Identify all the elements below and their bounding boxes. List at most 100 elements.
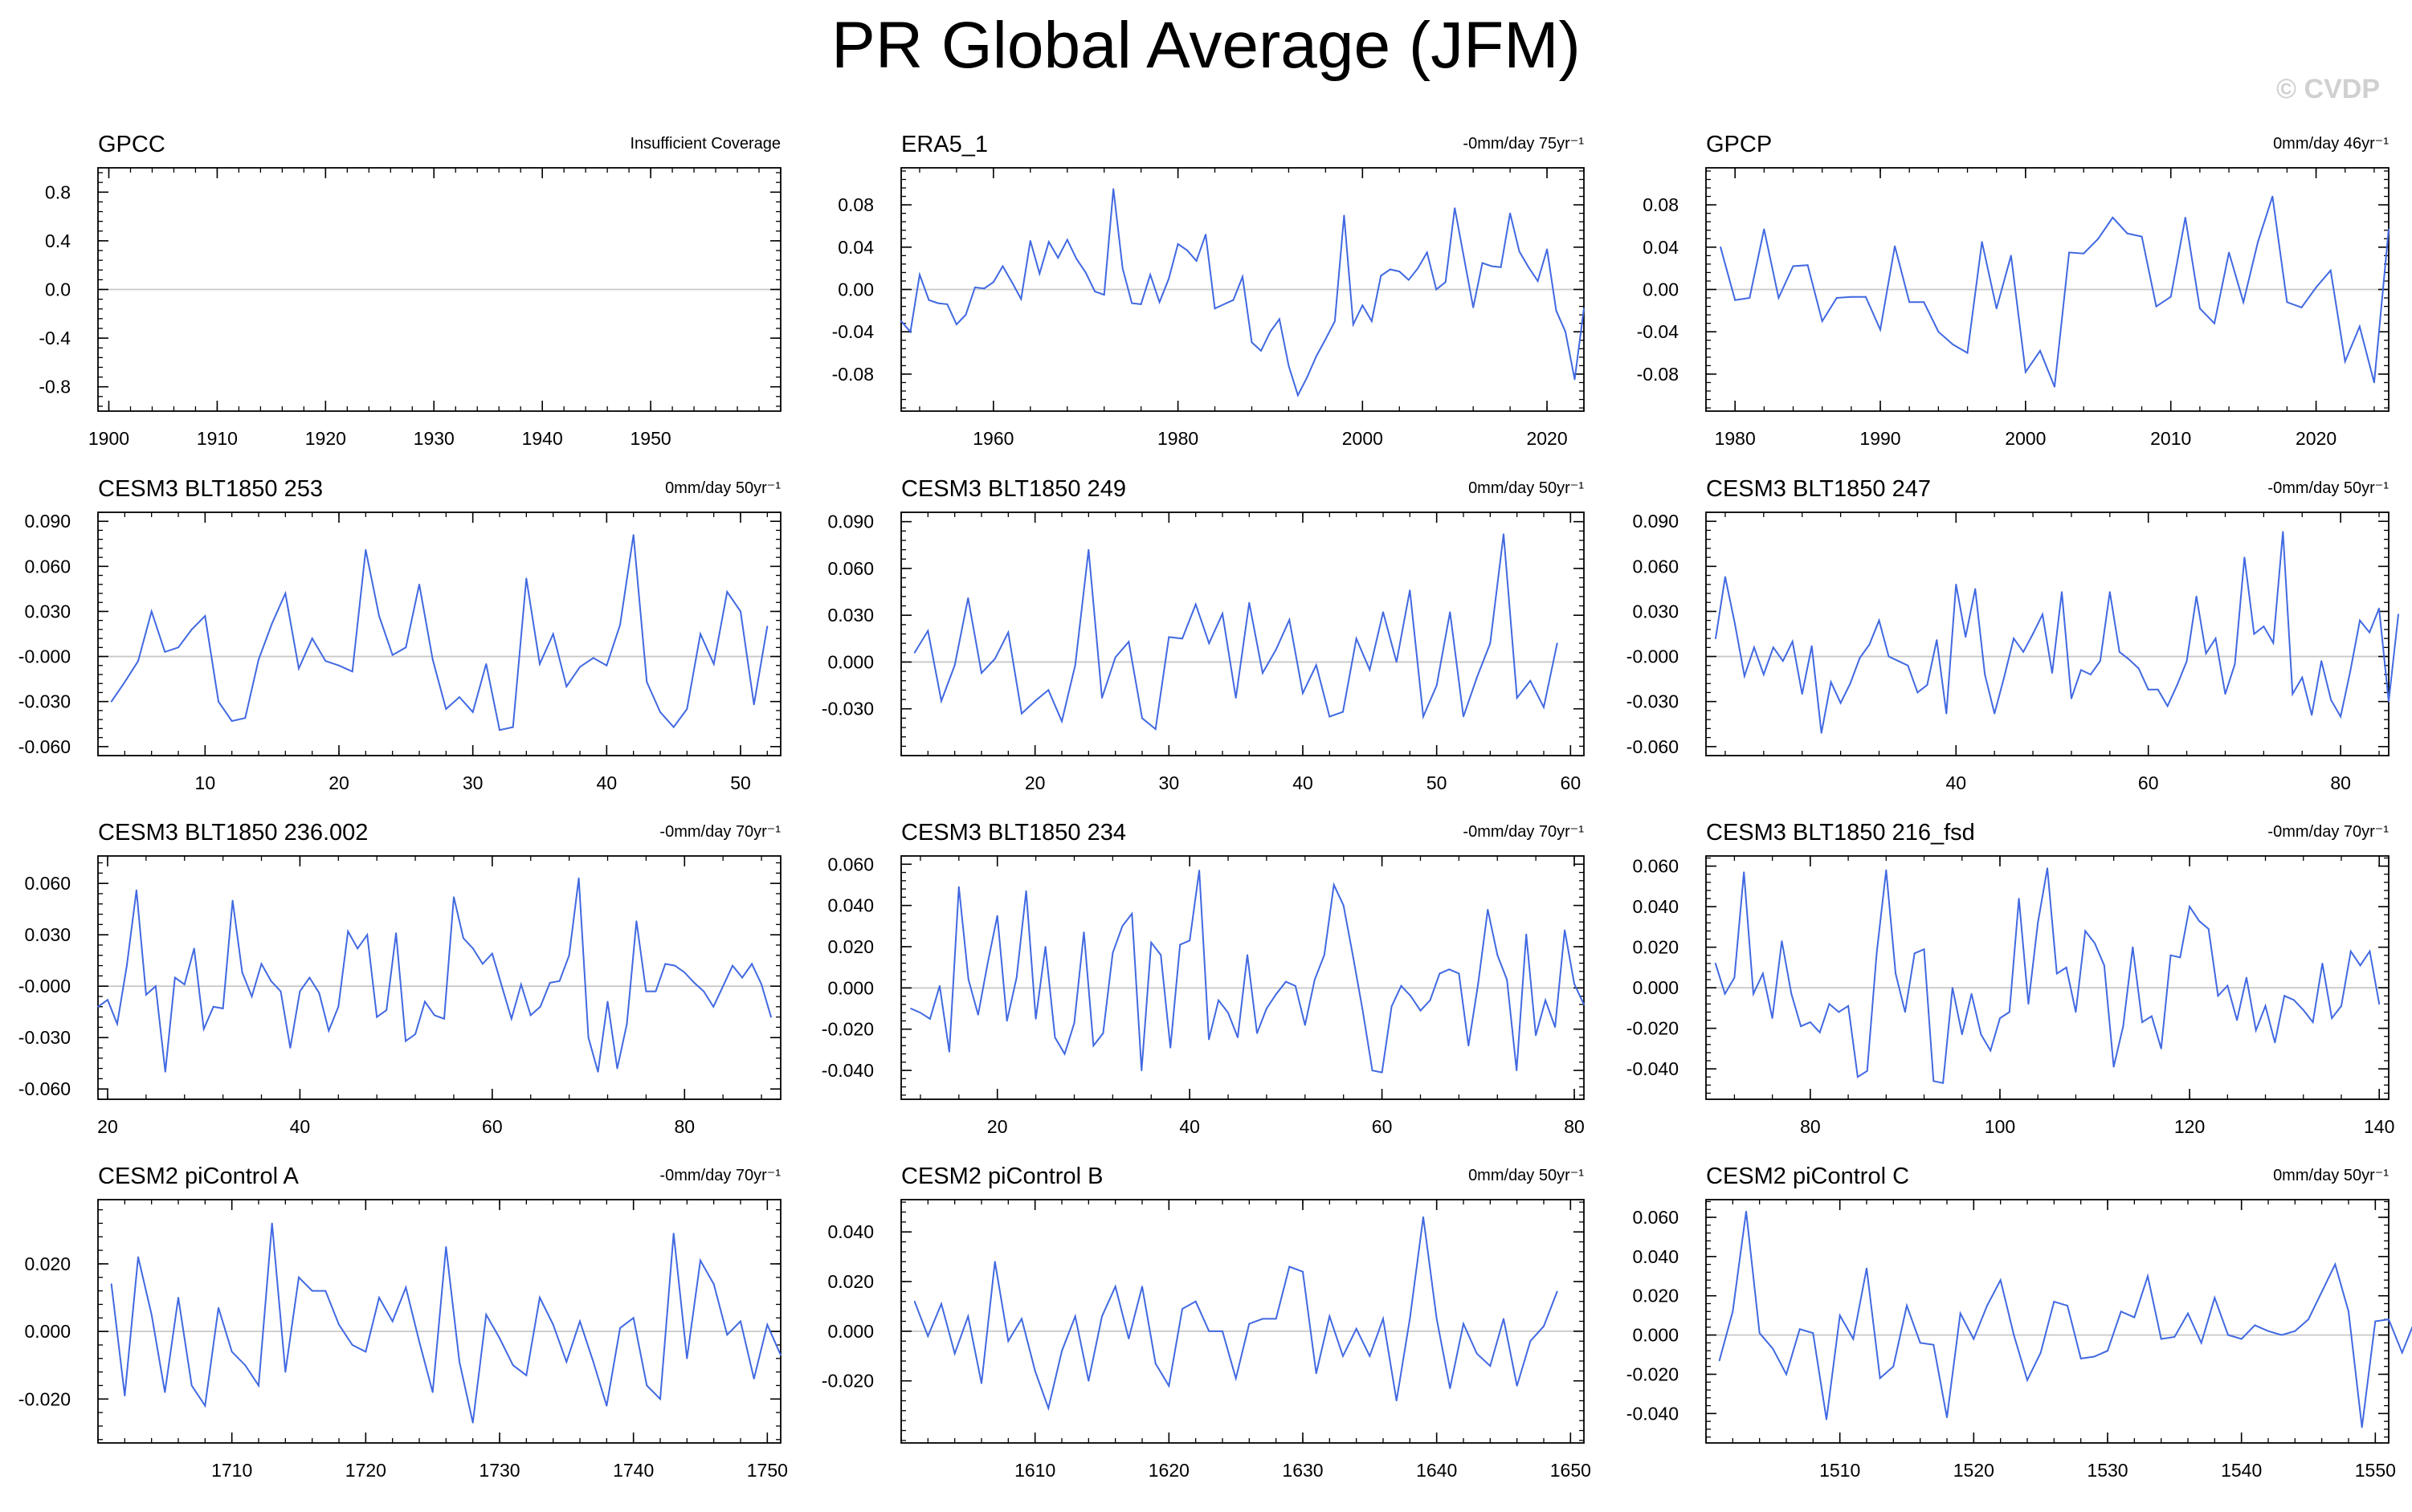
panel-8: CESM3 BLT1850 216_fsd -0mm/day 70yr⁻¹ -0.0… [1626,820,2395,1137]
data-point [1444,281,1447,283]
data-point [190,629,193,630]
data-point [1448,968,1451,971]
data-point [981,1382,982,1384]
data-point [1333,884,1335,886]
data-point [1044,946,1047,948]
panel-title: CESM3 BLT1850 216_fsd [1706,820,1975,846]
data-point [405,1040,406,1042]
data-point [2280,1334,2283,1336]
y-tick-label: -0.04 [1637,321,1679,342]
data-point [726,1334,728,1336]
data-point [539,663,541,665]
data-point [1035,1018,1037,1020]
data-point [1859,657,1861,659]
data-point [2267,1330,2269,1332]
data-point [395,932,397,934]
data-point [271,1222,273,1225]
y-tick-label: -0.020 [822,1371,874,1392]
data-point [1481,262,1484,264]
y-tick-label: 0.060 [1632,856,1679,877]
y-tick-label: 0.00 [1643,279,1679,300]
data-point [2331,1017,2333,1019]
data-point [190,1384,193,1387]
data-point [386,1009,388,1011]
data-point [311,638,313,639]
data-point [1906,1305,1908,1306]
data-point [1218,999,1219,1001]
data-point [2079,1358,2082,1359]
data-point [2093,1355,2096,1358]
data-point [579,1320,581,1322]
data-point [1429,999,1431,1001]
data-point [1047,689,1050,691]
trend-label: -0mm/day 70yr⁻¹ [1463,823,1584,841]
data-point [927,630,929,632]
x-tick-label: 2000 [2005,428,2046,449]
data-point [1875,952,1878,955]
data-point [2080,669,2082,671]
x-tick-label: 80 [1564,1116,1585,1137]
data-point [1554,1026,1556,1028]
data-point [659,1398,661,1400]
data-point [2099,660,2101,662]
data-point [967,1315,969,1318]
data-point [1235,1377,1237,1380]
data-point [1160,954,1162,956]
panel-10: CESM2 piControl B 0mm/day 50yr⁻¹ -0.020 0.0… [822,1164,1591,1481]
x-tick-label: 50 [1426,772,1447,793]
data-point [418,583,420,585]
data-point [986,962,989,964]
data-point [632,1317,635,1319]
x-tick-label: 40 [1292,772,1313,793]
data-point [1839,702,1842,704]
y-tick-label: 0.040 [1632,896,1679,917]
data-point [592,657,594,659]
x-tick-label: 120 [2174,1116,2205,1137]
data-point [378,615,380,617]
data-point [2283,995,2286,997]
data-point [1771,1017,1773,1019]
data-point [928,299,930,301]
data-point [298,1276,300,1278]
y-tick-label: -0.08 [832,364,874,385]
data-point [1355,1327,1357,1330]
data-point [2349,950,2352,952]
data-point [150,610,153,613]
x-tick-label: 80 [674,1116,695,1137]
series-line [1720,196,2390,388]
data-point [2294,1330,2296,1332]
y-tick-label: 0.8 [45,181,71,202]
data-point [1970,992,1973,995]
data-point [2301,676,2304,679]
data-point [2358,325,2361,328]
y-tick-label: -0.030 [1626,691,1679,712]
plot-frame [97,511,782,756]
data-point [2199,308,2201,310]
data-point [2308,1318,2309,1320]
data-point [1380,275,1382,277]
data-point [1083,931,1085,933]
data-point [941,700,942,702]
data-point [1422,715,1424,718]
y-tick-label: -0.040 [822,1060,874,1081]
data-point [565,686,568,687]
data-point [1407,279,1410,281]
y-tick-label: 0.030 [827,605,874,626]
data-point [1101,1315,1103,1318]
data-point [2257,241,2259,243]
data-point [1555,309,1557,312]
data-point [983,287,986,290]
data-point [929,1018,931,1020]
data-point [434,1014,435,1017]
data-point [1543,706,1545,708]
panel-title: GPCP [1706,132,1772,157]
y-tick-label: -0.04 [832,321,875,342]
data-point [1025,890,1027,892]
data-point [1194,603,1197,605]
data-point [1980,1033,1982,1036]
x-tick-label: 1630 [1282,1460,1323,1481]
data-point [482,963,484,965]
data-point [1798,1328,1801,1331]
data-point [2169,954,2172,956]
series-line [110,1223,782,1424]
